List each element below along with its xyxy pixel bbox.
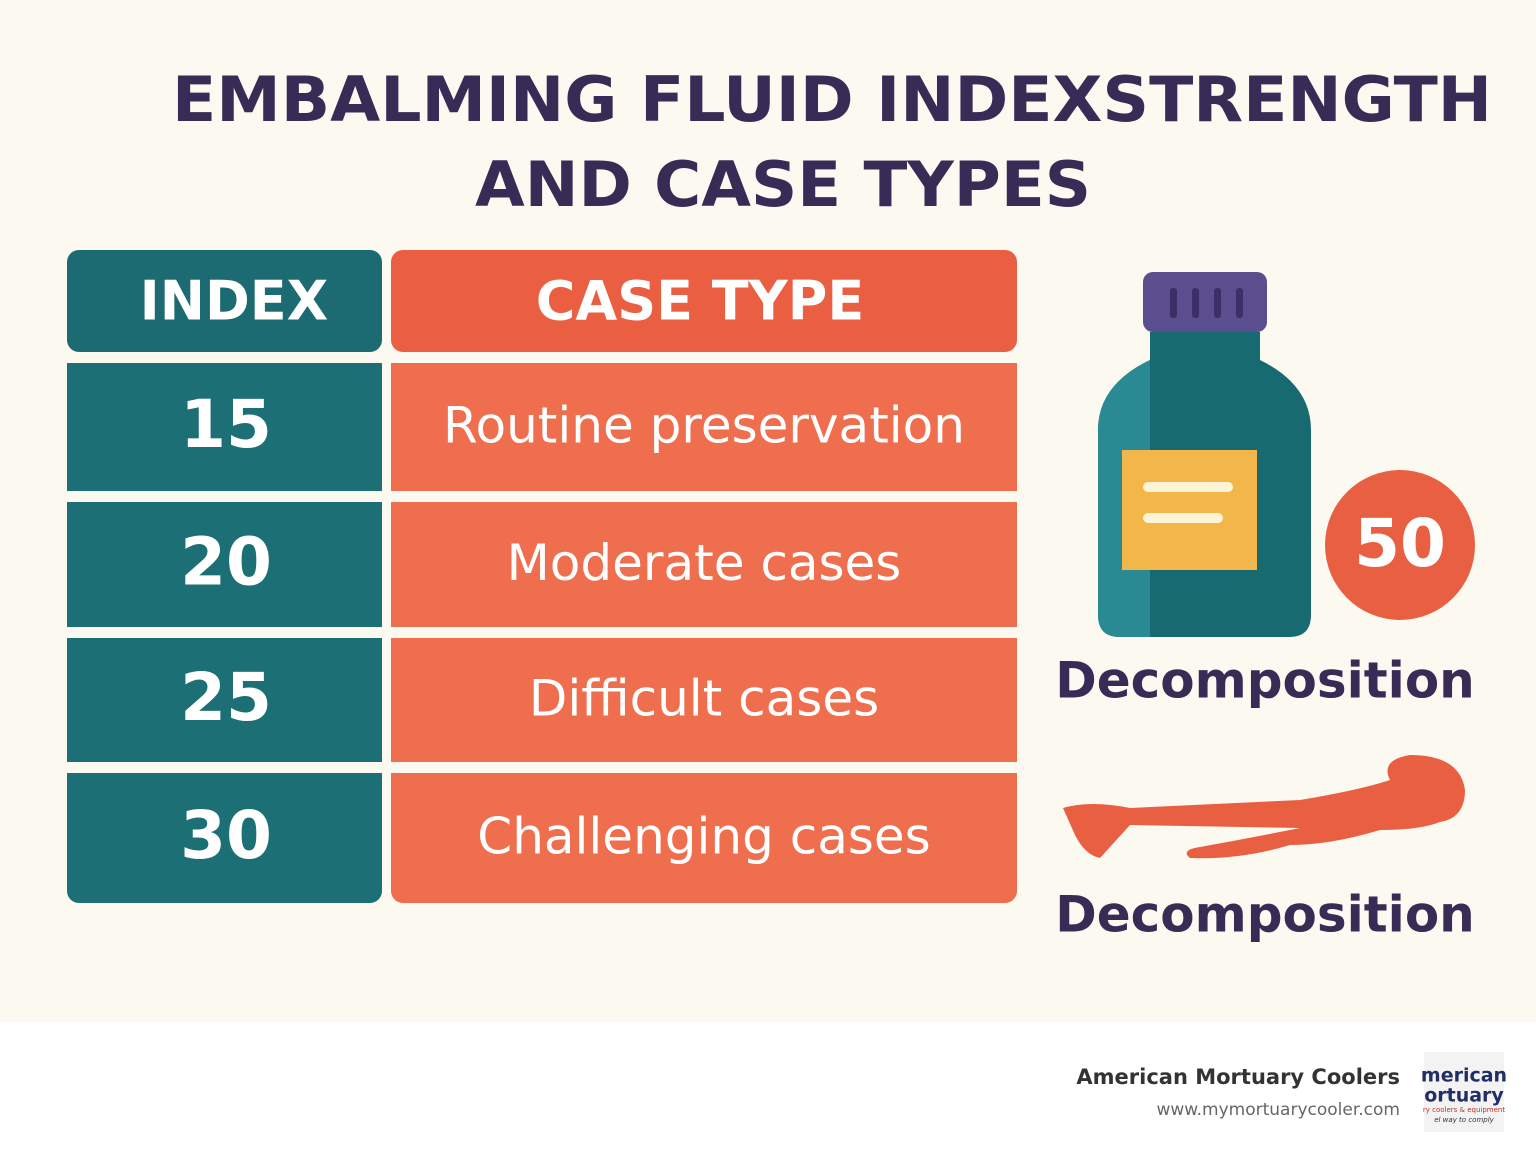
footer-brand: American Mortuary Coolers (1076, 1065, 1400, 1089)
bottle-icon (1098, 272, 1311, 637)
footer-background (0, 1022, 1536, 1154)
logo-text: ortuary (1424, 1085, 1504, 1107)
case-type: Routine preservation (443, 397, 965, 455)
badge-text: 50 (1354, 505, 1446, 582)
side-label: Decomposition (1055, 886, 1475, 944)
case-cell (391, 773, 1017, 903)
case-cell (391, 638, 1017, 762)
case-type: Challenging cases (477, 808, 930, 866)
index-value: 25 (180, 659, 272, 736)
index-value: 30 (180, 797, 272, 874)
index-value: 20 (180, 524, 272, 601)
logo-text: ry coolers & equipment (1423, 1106, 1505, 1114)
index-cell (67, 363, 382, 491)
title-line: EMBALMING FLUID INDEXSTRENGTH (172, 63, 1492, 136)
body-icon (1063, 755, 1465, 859)
index-value: 15 (180, 386, 272, 463)
case-type: Difficult cases (529, 670, 879, 728)
side-label: Decomposition (1055, 652, 1475, 710)
index-cell (67, 638, 382, 762)
logo-text: el way to comply (1434, 1116, 1494, 1124)
header-cell (391, 250, 1017, 352)
case-cell (391, 502, 1017, 627)
case-cell (391, 773, 1017, 793)
case-cell (391, 363, 1017, 491)
table: INDEX CASE TYPE 15 Routine preservation 20… (67, 250, 1017, 903)
index-cell (67, 773, 382, 903)
header-text: INDEX (140, 270, 329, 333)
footer-url: www.mymortuarycooler.com (1156, 1100, 1400, 1120)
index-cell (67, 502, 382, 627)
header-text: CASE TYPE (536, 270, 864, 333)
logo (1424, 1052, 1504, 1132)
badge (1325, 470, 1475, 620)
logo-text: merican (1421, 1065, 1507, 1087)
title-line: AND CASE TYPES (475, 148, 1091, 221)
index-cell (67, 773, 382, 793)
header-cell (67, 250, 382, 352)
case-type: Moderate cases (507, 534, 902, 592)
